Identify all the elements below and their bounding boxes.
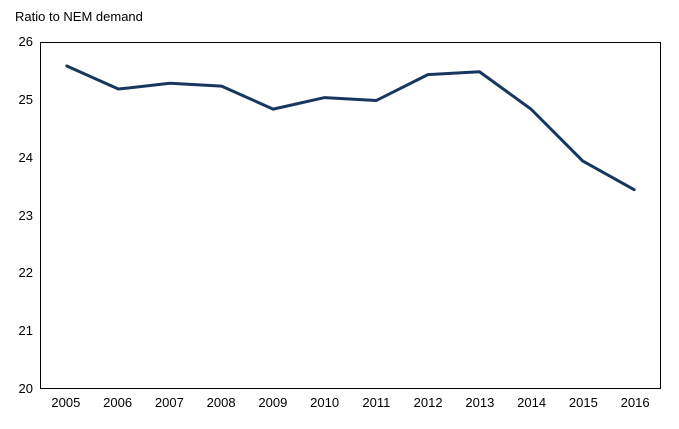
y-tick-label: 25 [18, 91, 33, 107]
x-tick-label: 2007 [154, 395, 184, 410]
x-tick-label: 2013 [465, 395, 495, 410]
y-tick-label: 21 [18, 323, 33, 339]
x-tick-label: 2008 [206, 395, 236, 410]
y-tick-label: 22 [18, 265, 33, 281]
x-tick-label: 2015 [568, 395, 598, 410]
x-tick-label: 2016 [620, 395, 650, 410]
chart-title: Ratio to NEM demand [15, 9, 143, 24]
x-tick-label: 2014 [517, 395, 547, 410]
y-tick-label: 23 [18, 207, 33, 223]
x-axis: 2005 2006 2007 2008 2009 2010 2011 2012 2013 2014… [40, 396, 661, 412]
line-chart-svg [65, 64, 636, 192]
plot-area [40, 42, 661, 389]
x-tick-label: 2005 [51, 395, 81, 410]
y-axis: 20 21 22 23 24 25 26 [0, 35, 33, 396]
x-tick-label: 2011 [362, 395, 391, 410]
y-tick-label: 24 [18, 149, 33, 165]
x-tick-label: 2012 [413, 395, 443, 410]
x-tick-label: 2006 [103, 395, 133, 410]
x-tick-label: 2009 [258, 395, 288, 410]
y-tick-label: 26 [18, 34, 33, 49]
x-tick-label: 2010 [310, 395, 340, 410]
data-line [65, 64, 636, 192]
y-tick-label: 20 [18, 381, 33, 396]
